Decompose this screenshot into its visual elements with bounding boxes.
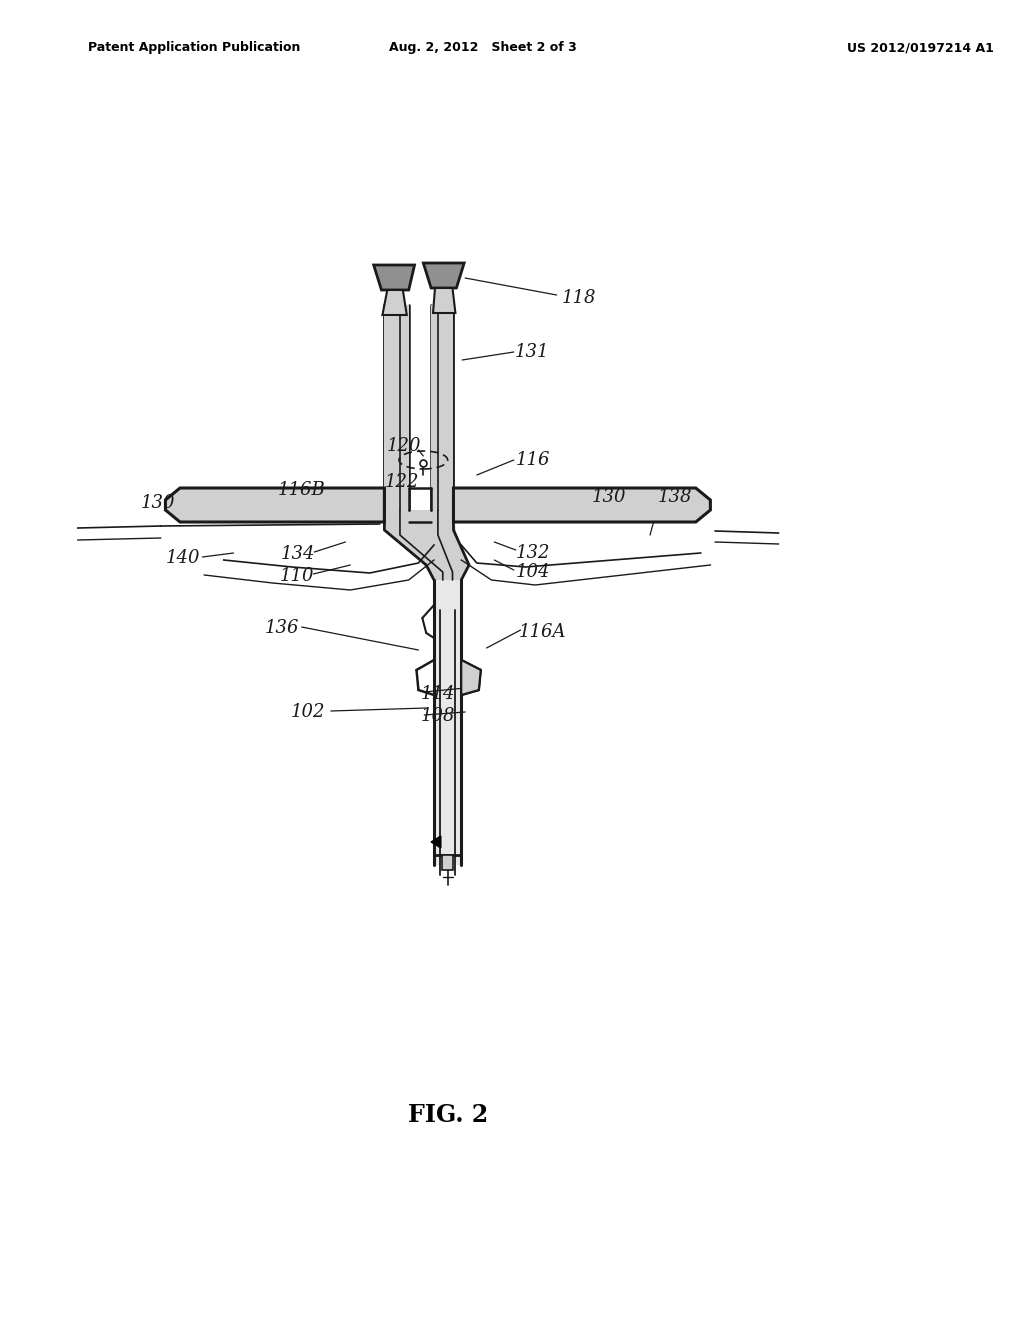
Polygon shape (461, 660, 480, 696)
Text: 102: 102 (290, 704, 325, 721)
Text: 136: 136 (265, 619, 299, 638)
Text: 132: 132 (516, 544, 551, 562)
Text: 140: 140 (166, 549, 201, 568)
Text: 130: 130 (592, 488, 627, 506)
Text: Patent Application Publication: Patent Application Publication (88, 41, 300, 54)
Polygon shape (384, 305, 409, 510)
Text: 122: 122 (385, 473, 419, 491)
Text: 110: 110 (280, 568, 314, 585)
Polygon shape (166, 488, 384, 521)
Text: 120: 120 (387, 437, 421, 455)
Polygon shape (441, 855, 454, 870)
Text: 104: 104 (516, 564, 551, 581)
Polygon shape (423, 263, 464, 288)
Text: US 2012/0197214 A1: US 2012/0197214 A1 (847, 41, 993, 54)
Text: 114: 114 (421, 685, 455, 704)
Polygon shape (433, 288, 456, 313)
Polygon shape (454, 488, 711, 521)
Polygon shape (382, 290, 407, 315)
Text: 131: 131 (515, 343, 550, 360)
Text: 130: 130 (140, 494, 175, 512)
Text: Aug. 2, 2012   Sheet 2 of 3: Aug. 2, 2012 Sheet 2 of 3 (389, 41, 577, 54)
Text: 134: 134 (281, 545, 315, 564)
Text: FIG. 2: FIG. 2 (408, 1104, 487, 1127)
Text: 138: 138 (658, 488, 692, 506)
Polygon shape (374, 265, 415, 290)
Text: 118: 118 (562, 289, 596, 308)
Polygon shape (384, 510, 461, 579)
Text: 108: 108 (421, 708, 455, 725)
Text: 116A: 116A (518, 623, 566, 642)
Polygon shape (434, 579, 461, 865)
Text: 116B: 116B (278, 480, 326, 499)
Text: 116: 116 (516, 451, 551, 469)
Polygon shape (431, 836, 440, 847)
Polygon shape (431, 305, 454, 510)
Polygon shape (384, 510, 469, 579)
